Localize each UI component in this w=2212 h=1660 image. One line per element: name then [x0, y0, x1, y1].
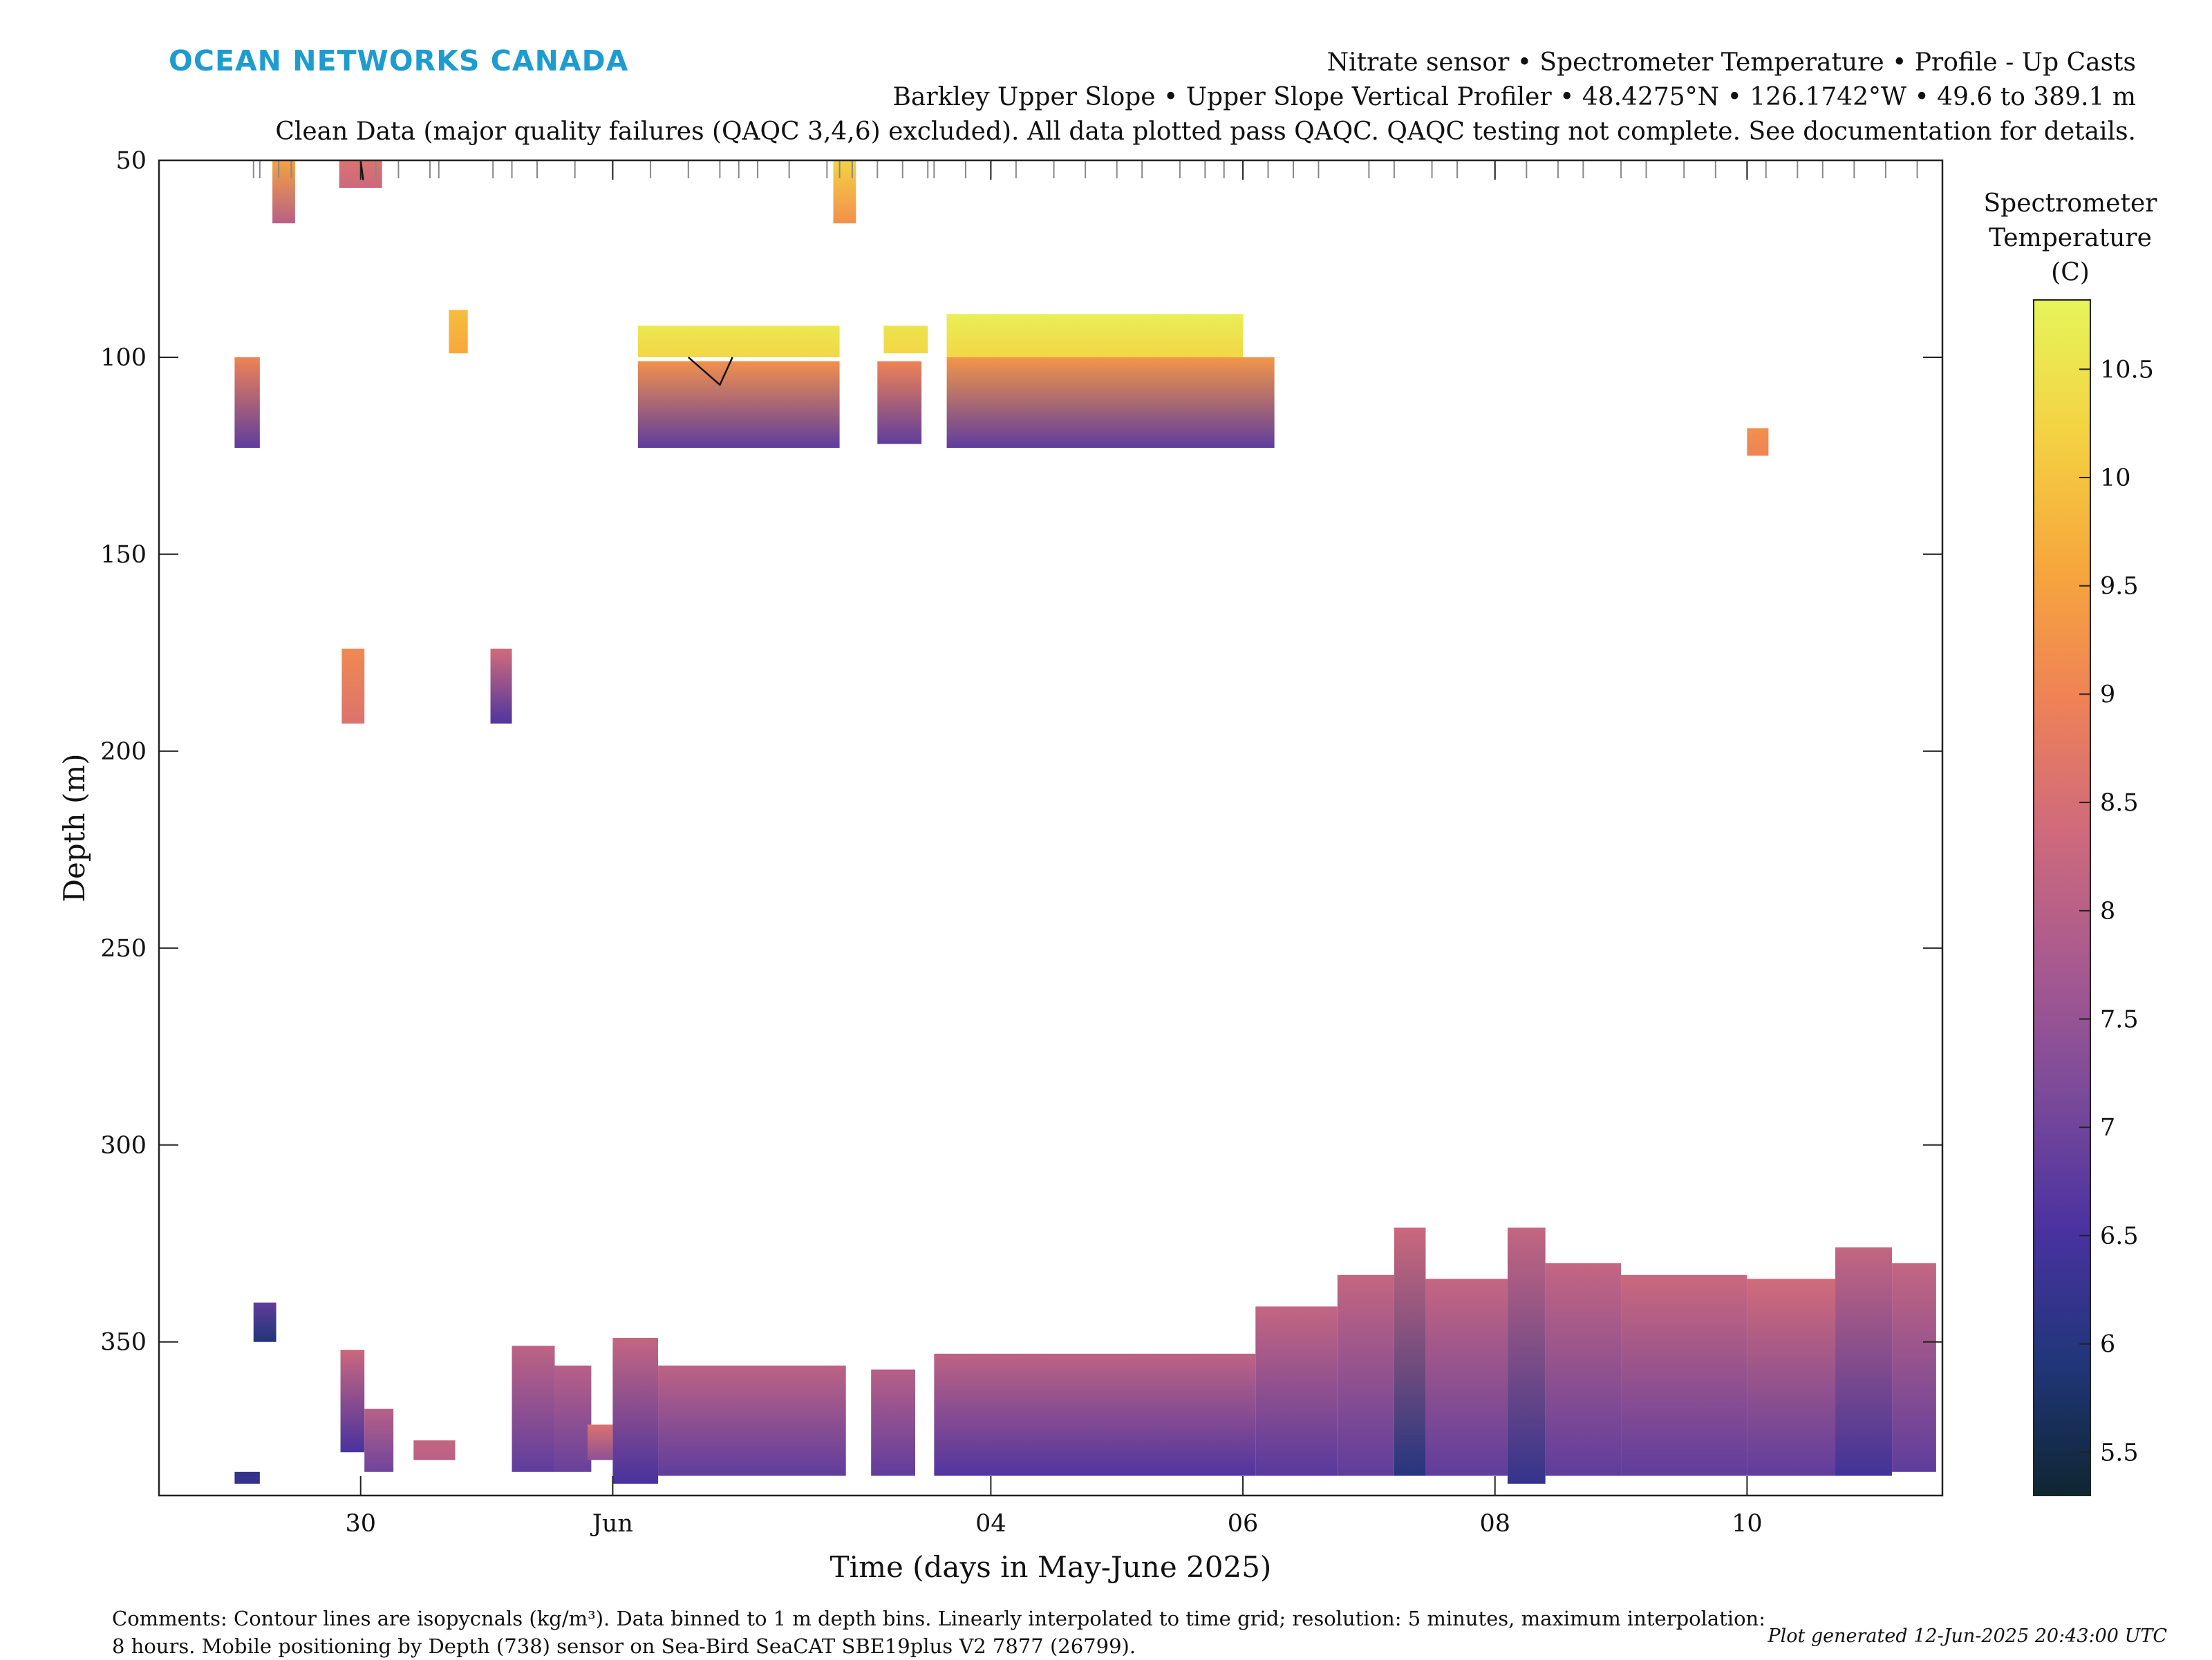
y-tick-label: 250 — [100, 935, 147, 963]
x-tick-label: 10 — [1732, 1510, 1763, 1538]
data-segment — [1337, 1274, 1394, 1476]
data-segment — [364, 1408, 394, 1472]
colorbar-tick-label: 6 — [2100, 1331, 2115, 1359]
data-segment — [341, 648, 365, 724]
cast-time-ticks — [252, 160, 1918, 178]
data-segment — [340, 1350, 365, 1453]
data-segment — [587, 1424, 613, 1460]
header-line-2: Barkley Upper Slope • Upper Slope Vertic… — [892, 83, 2136, 111]
y-tick-label: 100 — [100, 344, 147, 372]
data-segment — [1892, 1263, 1936, 1472]
colorbar-title-line: Temperature — [1989, 224, 2152, 252]
x-axis-label: Time (days in May-June 2025) — [830, 1550, 1272, 1584]
y-axis-label: Depth (m) — [57, 753, 91, 902]
colorbar-tick-label: 8.5 — [2100, 789, 2139, 817]
colorbar-tick-label: 7 — [2100, 1114, 2115, 1142]
colorbar-tick-label: 5.5 — [2100, 1439, 2139, 1466]
data-segment — [946, 314, 1244, 357]
x-tick-label: Jun — [590, 1510, 633, 1538]
data-segment — [1255, 1306, 1338, 1476]
data-segment — [234, 357, 260, 449]
data-segment — [490, 648, 512, 724]
colorbar-tick-label: 9.5 — [2100, 573, 2139, 601]
comments: Comments: Contour lines are isopycnals (… — [112, 1605, 1826, 1660]
data-segment — [637, 326, 840, 357]
comments-line-2: 8 hours. Mobile positioning by Depth (73… — [112, 1634, 1136, 1658]
colorbar-tick-label: 10 — [2100, 464, 2131, 492]
y-tick-label: 200 — [100, 738, 147, 766]
data-segment — [946, 357, 1275, 449]
data-segment — [1425, 1279, 1508, 1476]
data-segment — [612, 1338, 659, 1484]
colorbar-gradient — [2033, 299, 2091, 1496]
data-segment — [883, 326, 928, 354]
colorbar-tick-label: 10.5 — [2100, 356, 2154, 384]
data-segment — [658, 1365, 846, 1476]
data-segment — [449, 310, 468, 354]
colorbar-title-line: (C) — [2051, 258, 2090, 287]
axes: 50 100 150 200 250 300 350 30 Jun 04 06 08 10 — [100, 147, 1942, 1538]
y-tick-label: 150 — [100, 541, 147, 569]
colorbar-tick-label: 7.5 — [2100, 1006, 2139, 1034]
colorbar: 5.5 6 6.5 7 7.5 8 8.5 9 9.5 10 10.5 — [2033, 299, 2154, 1496]
colorbar-title-line: Spectrometer — [1983, 189, 2157, 218]
data-segment — [1394, 1227, 1426, 1476]
data-segment — [253, 1302, 276, 1342]
header-line-3: Clean Data (major quality failures (QAQC… — [275, 117, 2136, 146]
x-tick-label: 08 — [1479, 1510, 1510, 1538]
data-segment — [871, 1369, 915, 1476]
y-tick-label: 350 — [100, 1329, 147, 1357]
data-segment — [413, 1440, 456, 1460]
header-line-1: Nitrate sensor • Spectrometer Temperatur… — [1327, 48, 2136, 77]
contour-line — [687, 357, 733, 386]
x-tick-label: 30 — [345, 1510, 376, 1538]
comments-line-1: Comments: Contour lines are isopycnals (… — [112, 1607, 1765, 1630]
data-segment — [1747, 1279, 1836, 1476]
data-segment — [934, 1353, 1256, 1476]
plot-generated-timestamp: Plot generated 12-Jun-2025 20:43:00 UTC — [1768, 1625, 2167, 1647]
colorbar-tick-label: 9 — [2100, 681, 2115, 708]
data-segment — [234, 1471, 260, 1484]
x-tick-label: 04 — [975, 1510, 1006, 1538]
data-segment — [554, 1365, 592, 1472]
plot-area — [234, 160, 1936, 1484]
data-segment — [512, 1346, 555, 1472]
y-tick-label: 50 — [115, 147, 147, 175]
colorbar-tick-label: 6.5 — [2100, 1223, 2139, 1250]
data-segment — [637, 361, 840, 449]
data-segment — [1545, 1263, 1622, 1476]
y-tick-label: 300 — [100, 1132, 147, 1160]
colorbar-tick-label: 8 — [2100, 898, 2115, 925]
plot-frame — [158, 159, 1944, 1497]
data-segment — [1835, 1247, 1893, 1476]
ocean-networks-canada-logo: OCEAN NETWORKS CANADA — [169, 44, 629, 77]
data-segment — [1621, 1274, 1747, 1476]
colorbar-title: Spectrometer Temperature (C) — [1977, 187, 2164, 290]
data-segment — [877, 361, 922, 444]
data-segment — [1747, 428, 1769, 456]
data-segment — [1507, 1227, 1546, 1484]
x-tick-label: 06 — [1228, 1510, 1259, 1538]
